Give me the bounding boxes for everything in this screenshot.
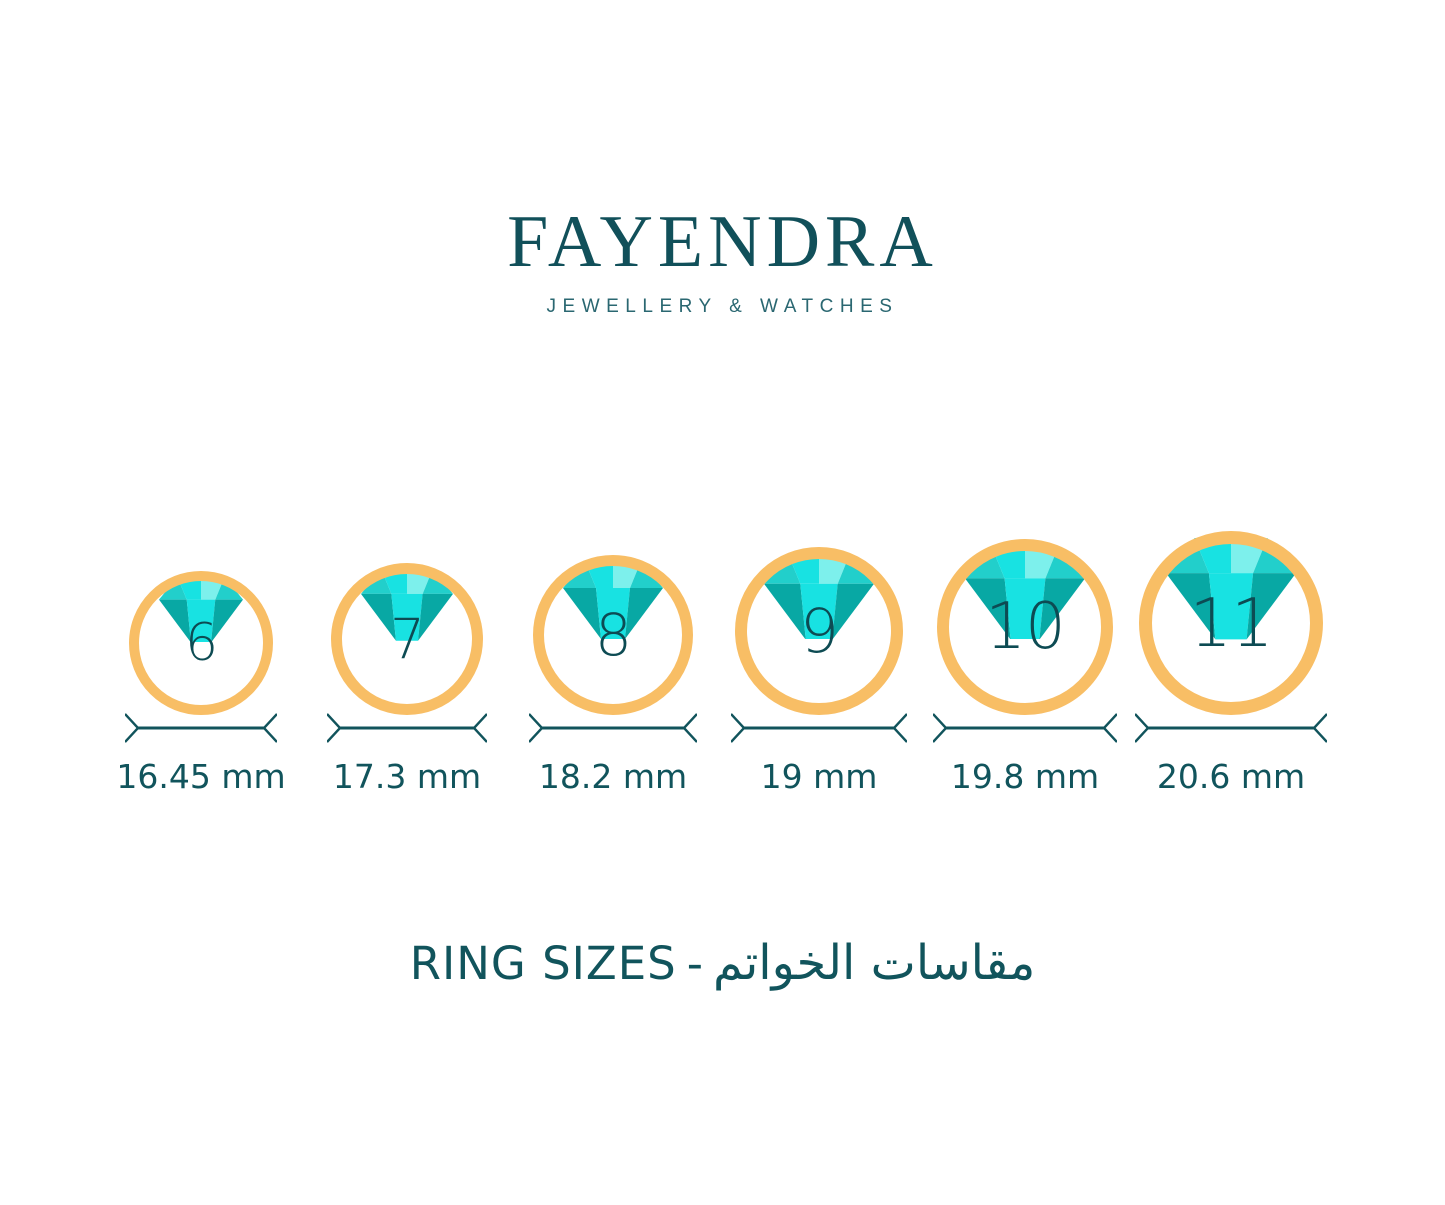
brand-header: FAYENDRA JEWELLERY & WATCHES [0,205,1445,316]
measurements-row: 16.45 mm 17.3 mm 18.2 mm 19 mm [0,713,1445,833]
ring-illustration: 7 [331,497,483,715]
dimension-arrow-icon [1135,713,1327,743]
page-title-english: RING SIZES [409,937,677,990]
ring-measurement-item: 16.45 mm [98,713,304,796]
dimension-arrow-icon [731,713,907,743]
ring-illustrations-row: 6 7 [0,440,1445,715]
ring-band: 7 [331,563,483,715]
ring-size-number: 6 [184,612,218,673]
ring-size-number: 8 [595,600,632,669]
ring-size-item[interactable]: 7 [304,440,510,715]
ring-illustration: 8 [533,483,693,715]
ring-size-number: 9 [800,595,839,667]
ring-band: 6 [129,571,273,715]
ring-band: 9 [735,547,903,715]
ring-size-item[interactable]: 9 [716,440,922,715]
ring-size-number: 10 [985,589,1065,664]
ring-illustration: 11 [1139,437,1323,715]
ring-diameter-label: 20.6 mm [1156,757,1306,796]
ring-diameter-label: 19.8 mm [950,757,1100,796]
ring-diameter-label: 18.2 mm [538,757,688,796]
ring-size-item[interactable]: 11 [1128,440,1334,715]
brand-tagline: JEWELLERY & WATCHES [546,296,899,317]
page-title: RING SIZES - مقاسات الخواتم [0,935,1445,991]
ring-size-item[interactable]: 10 [922,440,1128,715]
ring-illustration: 6 [129,511,273,715]
ring-measurement-item: 18.2 mm [510,713,716,796]
ring-measurement-item: 20.6 mm [1128,713,1334,796]
ring-size-item[interactable]: 6 [98,440,304,715]
ring-diameter-label: 16.45 mm [116,757,286,796]
ring-illustration: 10 [937,452,1113,715]
page-title-arabic: مقاسات الخواتم [713,935,1036,991]
dimension-arrow-icon [125,713,277,743]
ring-band: 10 [937,539,1113,715]
ring-size-number: 11 [1189,583,1273,662]
ring-illustration: 9 [735,468,903,715]
ring-measurement-item: 19.8 mm [922,713,1128,796]
ring-diameter-label: 19 mm [760,757,878,796]
ring-band: 8 [533,555,693,715]
ring-size-number: 7 [390,606,425,671]
page-title-separator: - [686,937,703,990]
dimension-arrow-icon [933,713,1117,743]
ring-measurement-item: 19 mm [716,713,922,796]
brand-name: FAYENDRA [507,201,938,283]
ring-diameter-label: 17.3 mm [332,757,482,796]
ring-size-item[interactable]: 8 [510,440,716,715]
dimension-arrow-icon [529,713,697,743]
dimension-arrow-icon [327,713,487,743]
ring-band: 11 [1139,531,1323,715]
ring-measurement-item: 17.3 mm [304,713,510,796]
